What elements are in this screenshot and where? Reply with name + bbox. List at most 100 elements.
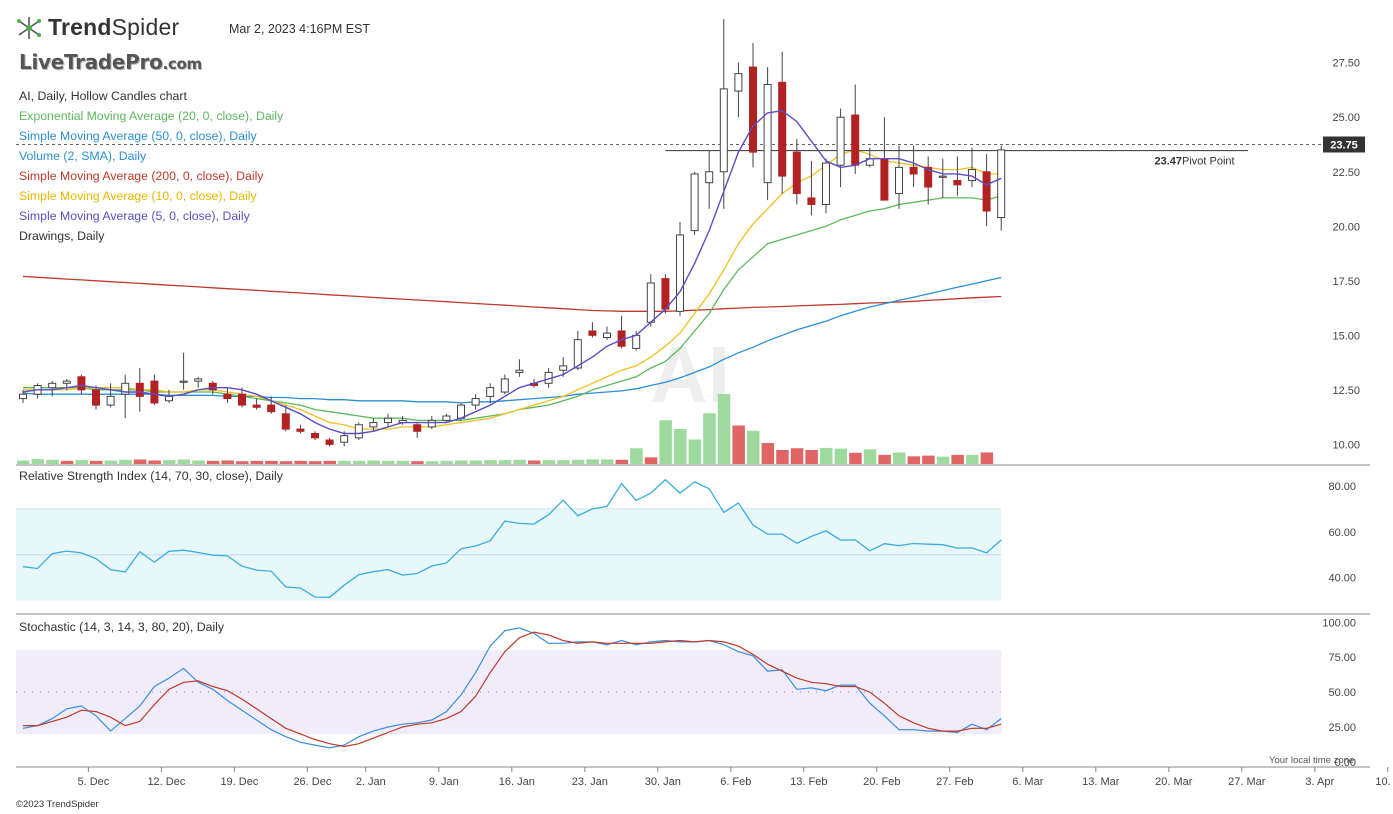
candle-body [559, 365, 568, 371]
volume-bar [469, 460, 483, 464]
candle-body [938, 175, 947, 178]
volume-bar [966, 454, 979, 464]
legend-item[interactable]: Simple Moving Average (5, 0, close), Dai… [19, 209, 250, 223]
x-axis-tick-label: 6. Mar [1012, 776, 1044, 788]
volume-bar [863, 449, 877, 464]
candle-body [442, 415, 451, 421]
x-axis-tick-label: 23. Jan [572, 776, 608, 788]
volume-bar [104, 460, 118, 464]
candle-body [150, 380, 159, 404]
candle-body [296, 428, 305, 432]
volume-bar [46, 459, 59, 464]
candle-body [48, 382, 57, 389]
candle-body [792, 151, 801, 195]
candle-body [62, 380, 71, 384]
x-axis-tick-label: 27. Mar [1228, 776, 1266, 788]
watermark-logo: LiveTradePro.com [19, 50, 202, 74]
brand-name: TrendSpider [48, 14, 180, 40]
candle-body [734, 73, 743, 92]
volume-bar [951, 454, 964, 464]
chart-timestamp: Mar 2, 2023 4:16PM EST [229, 22, 371, 36]
candle-body [676, 234, 684, 312]
rsi-panel-label: Relative Strength Index (14, 70, 30, clo… [19, 469, 283, 483]
volume-bar [148, 460, 161, 464]
volume-bar [498, 460, 512, 464]
volume-bar [440, 460, 453, 464]
volume-bar [133, 459, 147, 464]
sma5-line [22, 109, 1002, 435]
candle-body [719, 88, 728, 173]
watermark-suffix: .com [162, 55, 203, 73]
candle-body [19, 393, 27, 400]
volume-bar [425, 461, 439, 464]
rsi-axis-tick: 80.00 [1328, 481, 1356, 493]
candle-body [92, 389, 100, 406]
legend-item[interactable]: Simple Moving Average (200, 0, close), D… [19, 169, 264, 183]
candle-body [661, 278, 670, 310]
volume-bar [747, 430, 760, 464]
candle-body [880, 158, 889, 201]
volume-bar [206, 460, 220, 464]
volume-bar [571, 459, 585, 464]
volume-bar [586, 459, 599, 464]
candle-body [121, 382, 130, 395]
legend-item[interactable]: Exponential Moving Average (20, 0, close… [19, 109, 284, 123]
candle-body [953, 179, 962, 186]
volume-bar [513, 459, 526, 464]
x-axis-tick-label: 9. Jan [429, 776, 459, 788]
x-axis-tick-label: 5. Dec [78, 776, 110, 788]
volume-bar [250, 460, 264, 464]
price-axis-tick: 20.00 [1332, 221, 1360, 233]
stochastic-d-line [23, 631, 1002, 748]
volume-bar [455, 460, 468, 464]
candle-body [384, 417, 392, 424]
volume-bar [75, 460, 88, 464]
volume-bar [352, 460, 366, 464]
candle-body [208, 382, 217, 391]
candle-body [836, 116, 845, 166]
stochastic-band [16, 650, 1002, 734]
candle-body [471, 398, 480, 406]
candle-body [311, 432, 319, 439]
volume-bar [163, 460, 176, 464]
candle-body [690, 173, 699, 232]
candle-body [997, 149, 1006, 219]
volume-bar [557, 460, 570, 464]
rsi-axis-tick: 40.00 [1328, 573, 1356, 585]
volume-bar [31, 459, 45, 464]
volume-bar [177, 459, 191, 464]
x-axis-tick-label: 27. Feb [936, 776, 973, 788]
legend-item[interactable]: AI, Daily, Hollow Candles chart [19, 89, 187, 103]
candle-body [267, 404, 276, 413]
legend-item[interactable]: Simple Moving Average (10, 0, close), Da… [19, 189, 257, 203]
candle-body [909, 166, 918, 175]
volume-bar [484, 460, 497, 464]
brand-logo: TrendSpider [16, 14, 179, 41]
candle-body [179, 380, 188, 383]
candle-body [705, 171, 714, 184]
candle-body [588, 330, 597, 336]
trendspider-logo-icon [17, 16, 41, 39]
x-axis-tick-label: 2. Jan [356, 776, 386, 788]
volume-bar [644, 457, 658, 464]
volume-bar [878, 454, 891, 464]
volume-bar [90, 460, 103, 464]
candle-body [106, 395, 115, 406]
x-axis-tick-label: 26. Dec [293, 776, 331, 788]
volume-bar [367, 460, 380, 464]
volume-bar [776, 450, 789, 464]
candle-body [325, 439, 334, 445]
legend-item[interactable]: Drawings, Daily [19, 229, 105, 243]
candle-body [603, 332, 611, 339]
volume-bar [236, 461, 249, 464]
volume-bar [834, 448, 848, 464]
sma200-line [22, 275, 1002, 312]
candle-body [413, 424, 422, 432]
pivot-label: Pivot Point [1182, 156, 1235, 168]
volume-bar [922, 455, 935, 464]
copyright: ©2023 TrendSpider [16, 799, 99, 810]
legend-item[interactable]: Simple Moving Average (50, 0, close), Da… [19, 129, 257, 143]
legend-item[interactable]: Volume (2, SMA), Daily [19, 149, 147, 163]
price-axis-tick: 17.50 [1332, 276, 1360, 288]
